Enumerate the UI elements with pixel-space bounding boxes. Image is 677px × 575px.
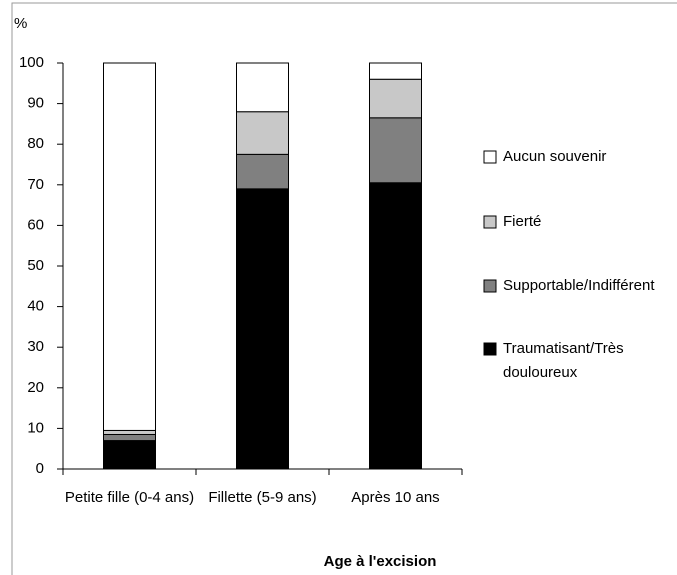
- bar-segment: [236, 188, 289, 470]
- legend-swatch: [483, 215, 497, 229]
- legend-label: Aucun souvenir: [503, 148, 607, 165]
- bar-segment: [103, 440, 156, 470]
- bar-segment: [236, 111, 289, 155]
- y-tick-label: 10: [27, 419, 44, 436]
- bar-segment: [103, 433, 156, 442]
- bar-segment: [369, 78, 422, 119]
- legend-label: Supportable/Indifférent: [503, 277, 655, 294]
- x-axis-label: Age à l'excision: [324, 553, 437, 570]
- legend-swatch: [483, 342, 497, 356]
- legend-label: Fierté: [503, 213, 542, 230]
- y-tick-label: 40: [27, 298, 44, 315]
- y-tick-label: 20: [27, 379, 44, 396]
- y-tick-label: 90: [27, 95, 44, 112]
- chart-frame: [11, 2, 677, 575]
- bar-segment: [369, 62, 422, 80]
- y-tick-label: 50: [27, 257, 44, 274]
- x-tick-label: Fillette (5-9 ans): [208, 489, 317, 506]
- y-tick-label: 0: [36, 460, 44, 477]
- bar-segment: [103, 62, 156, 431]
- x-tick-label: Petite fille (0-4 ans): [64, 489, 195, 506]
- x-tick-label: Après 10 ans: [351, 489, 440, 506]
- y-axis-label: %: [14, 15, 27, 32]
- legend-swatch: [483, 279, 497, 293]
- y-tick-label: 100: [19, 54, 44, 71]
- y-tick-label: 30: [27, 338, 44, 355]
- bar-segment: [236, 153, 289, 190]
- bar-segment: [236, 62, 289, 113]
- bar-segment: [369, 182, 422, 470]
- bar-segment: [103, 429, 156, 435]
- y-tick-label: 80: [27, 135, 44, 152]
- bar-segment: [369, 117, 422, 184]
- y-tick-label: 60: [27, 216, 44, 233]
- y-tick-label: 70: [27, 176, 44, 193]
- legend-swatch: [483, 150, 497, 164]
- legend-label: Traumatisant/Très douloureux: [503, 340, 624, 381]
